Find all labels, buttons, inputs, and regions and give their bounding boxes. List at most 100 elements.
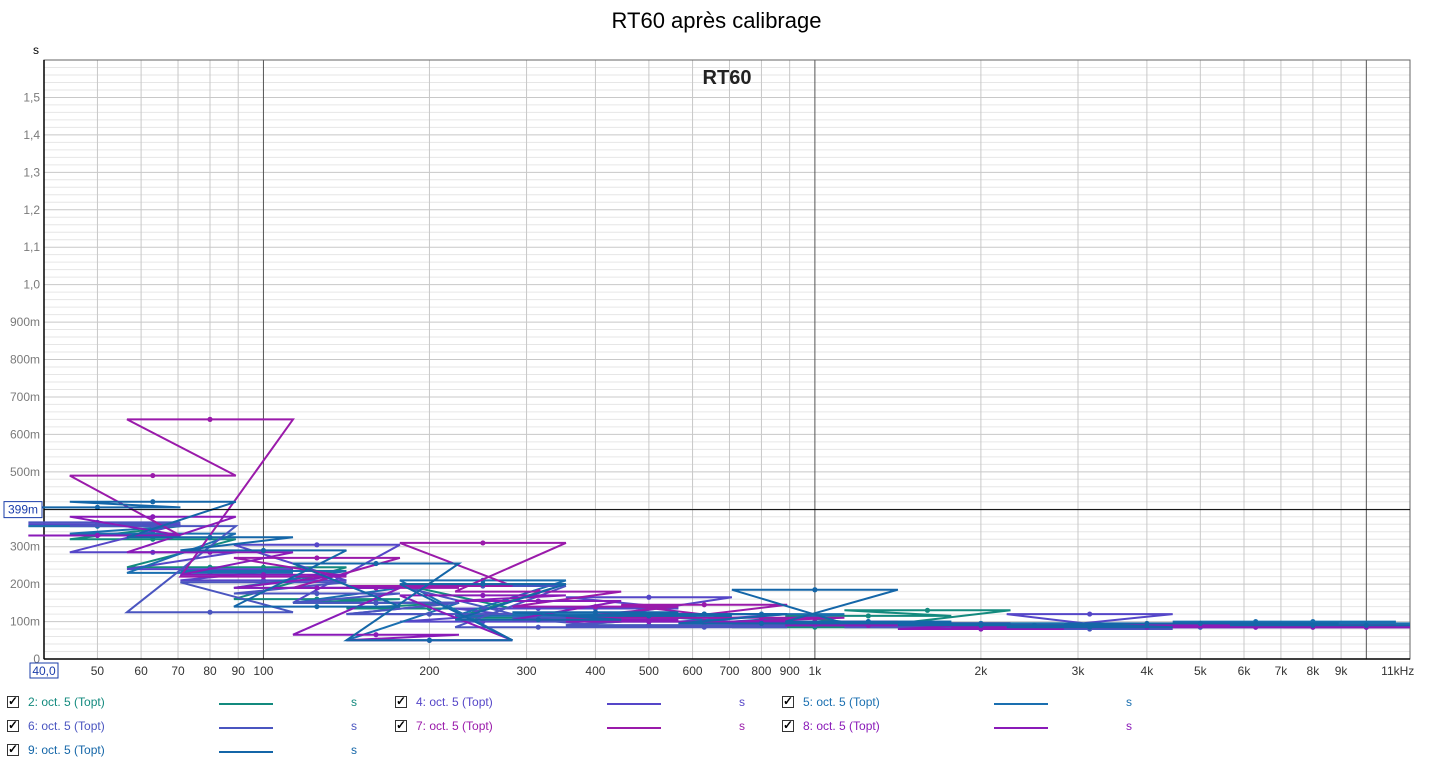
x-tick-label: 800 [751, 664, 771, 678]
legend-item: 9: oct. 5 (Topt) s [7, 741, 377, 761]
y-tick-label: 1,4 [23, 128, 40, 142]
legend-swatch [219, 703, 273, 705]
legend-item: 5: oct. 5 (Topt) s [782, 693, 1152, 713]
x-start-label: 40,0 [32, 664, 56, 678]
data-point [150, 514, 156, 520]
data-point [701, 624, 707, 630]
data-point [207, 609, 213, 615]
data-point [480, 581, 486, 587]
legend-item: 8: oct. 5 (Topt) s [782, 717, 1152, 737]
data-point [812, 587, 818, 593]
grid [43, 60, 1410, 659]
y-tick-label: 800m [10, 353, 40, 367]
legend-item: 4: oct. 5 (Topt) s [395, 693, 765, 713]
legend-checkbox[interactable] [7, 742, 19, 756]
data-point [1253, 620, 1259, 627]
cursor-value-label: 399m [8, 503, 38, 517]
y-axis-unit: s [33, 43, 39, 57]
data-point [314, 555, 320, 561]
legend-label: 5: oct. 5 (Topt) [803, 695, 880, 709]
data-point [426, 611, 433, 617]
data-point [314, 585, 320, 591]
x-tick-labels: 50 60 70 80 90 100 200 300 400 500 600 700 800 900 1k 2… [29, 662, 1414, 679]
legend-unit: s [1126, 695, 1132, 709]
legend-checkbox[interactable] [782, 718, 794, 732]
plot-inner-title: RT60 [703, 67, 752, 89]
legend-swatch [607, 727, 661, 729]
plot-frame [43, 59, 1411, 660]
data-point [1144, 620, 1150, 627]
x-tick-label: 400 [585, 664, 605, 678]
legend-checkbox[interactable] [395, 718, 407, 732]
legend-label: 8: oct. 5 (Topt) [803, 719, 880, 733]
legend-swatch [219, 727, 273, 729]
legend-label: 2: oct. 5 (Topt) [28, 695, 105, 709]
legend-checkbox[interactable] [7, 718, 19, 732]
data-point [314, 542, 320, 548]
legend-label: 4: oct. 5 (Topt) [416, 695, 493, 709]
legend-label: 6: oct. 5 (Topt) [28, 719, 105, 733]
data-point [260, 547, 267, 554]
x-tick-label: 11kHz [1381, 664, 1414, 678]
legend-checkbox[interactable] [7, 694, 19, 708]
x-tick-label: 2k [975, 664, 989, 678]
legend-unit: s [351, 719, 357, 733]
data-point [924, 620, 931, 627]
y-tick-label: 600m [10, 427, 40, 441]
x-tick-label: 80 [203, 664, 217, 678]
x-tick-label: 50 [91, 664, 105, 678]
y-tick-label: 1,2 [23, 203, 40, 217]
data-point [426, 637, 433, 643]
cursor-value-box[interactable] [3, 501, 43, 519]
data-point [535, 617, 541, 623]
data-point [865, 618, 871, 625]
data-point [1310, 622, 1316, 628]
data-point [1087, 624, 1093, 630]
x-tick-label: 600 [683, 664, 703, 678]
legend-item: 7: oct. 5 (Topt) s [395, 717, 765, 737]
x-tick-label: 900 [780, 664, 800, 678]
data-point [701, 602, 707, 608]
rt60-chart: RT60 s 0100m200m300m400m500m600m700m800m… [3, 43, 1414, 679]
data-point [373, 632, 379, 638]
y-tick-label: 1,5 [23, 90, 40, 104]
x-tick-label: 300 [517, 664, 537, 678]
data-point [646, 622, 652, 628]
legend-label: 9: oct. 5 (Topt) [28, 743, 105, 757]
y-tick-label: 300m [10, 540, 40, 554]
data-point [207, 534, 213, 540]
legend-checkbox[interactable] [782, 694, 794, 708]
y-tick-label: 1,1 [23, 240, 40, 254]
data-point [1197, 620, 1203, 627]
legend-unit: s [351, 743, 357, 757]
x-tick-label: 100 [253, 664, 273, 678]
data-point [978, 626, 984, 632]
legend-unit: s [351, 695, 357, 709]
legend-item: 6: oct. 5 (Topt) s [7, 717, 377, 737]
y-tick-label: 900m [10, 315, 40, 329]
legend-swatch [994, 703, 1048, 705]
data-point [150, 472, 156, 479]
data-point [865, 613, 871, 619]
data-point [373, 600, 379, 606]
legend-checkbox[interactable] [395, 694, 407, 708]
x-tick-label: 6k [1238, 664, 1252, 678]
chart-title: RT60 après calibrage [611, 8, 822, 33]
series-lines [28, 416, 1410, 643]
data-point [94, 532, 101, 539]
data-point [150, 523, 156, 529]
x-tick-label: 1k [809, 664, 823, 678]
x-tick-label: 700 [719, 664, 739, 678]
y-tick-label: 100m [10, 615, 40, 629]
series-7 [28, 499, 1410, 643]
data-point [758, 620, 765, 627]
x-tick-label: 8k [1307, 664, 1321, 678]
data-point [535, 598, 541, 604]
data-point [646, 594, 652, 600]
x-start-box[interactable] [29, 662, 59, 679]
data-point [260, 568, 267, 574]
series-line [28, 500, 1410, 642]
data-point [1363, 622, 1369, 628]
data-point [646, 613, 652, 619]
data-point [150, 499, 156, 505]
